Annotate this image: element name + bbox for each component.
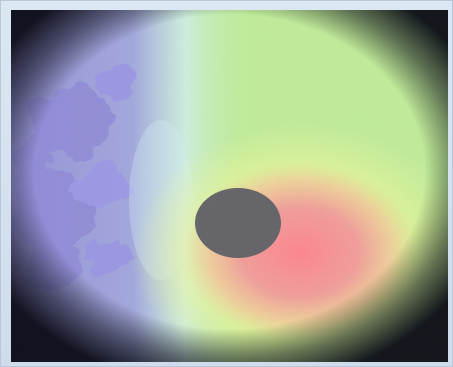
vignette [11,10,448,362]
image-viewport [11,10,448,362]
heatmap-image [11,10,448,362]
